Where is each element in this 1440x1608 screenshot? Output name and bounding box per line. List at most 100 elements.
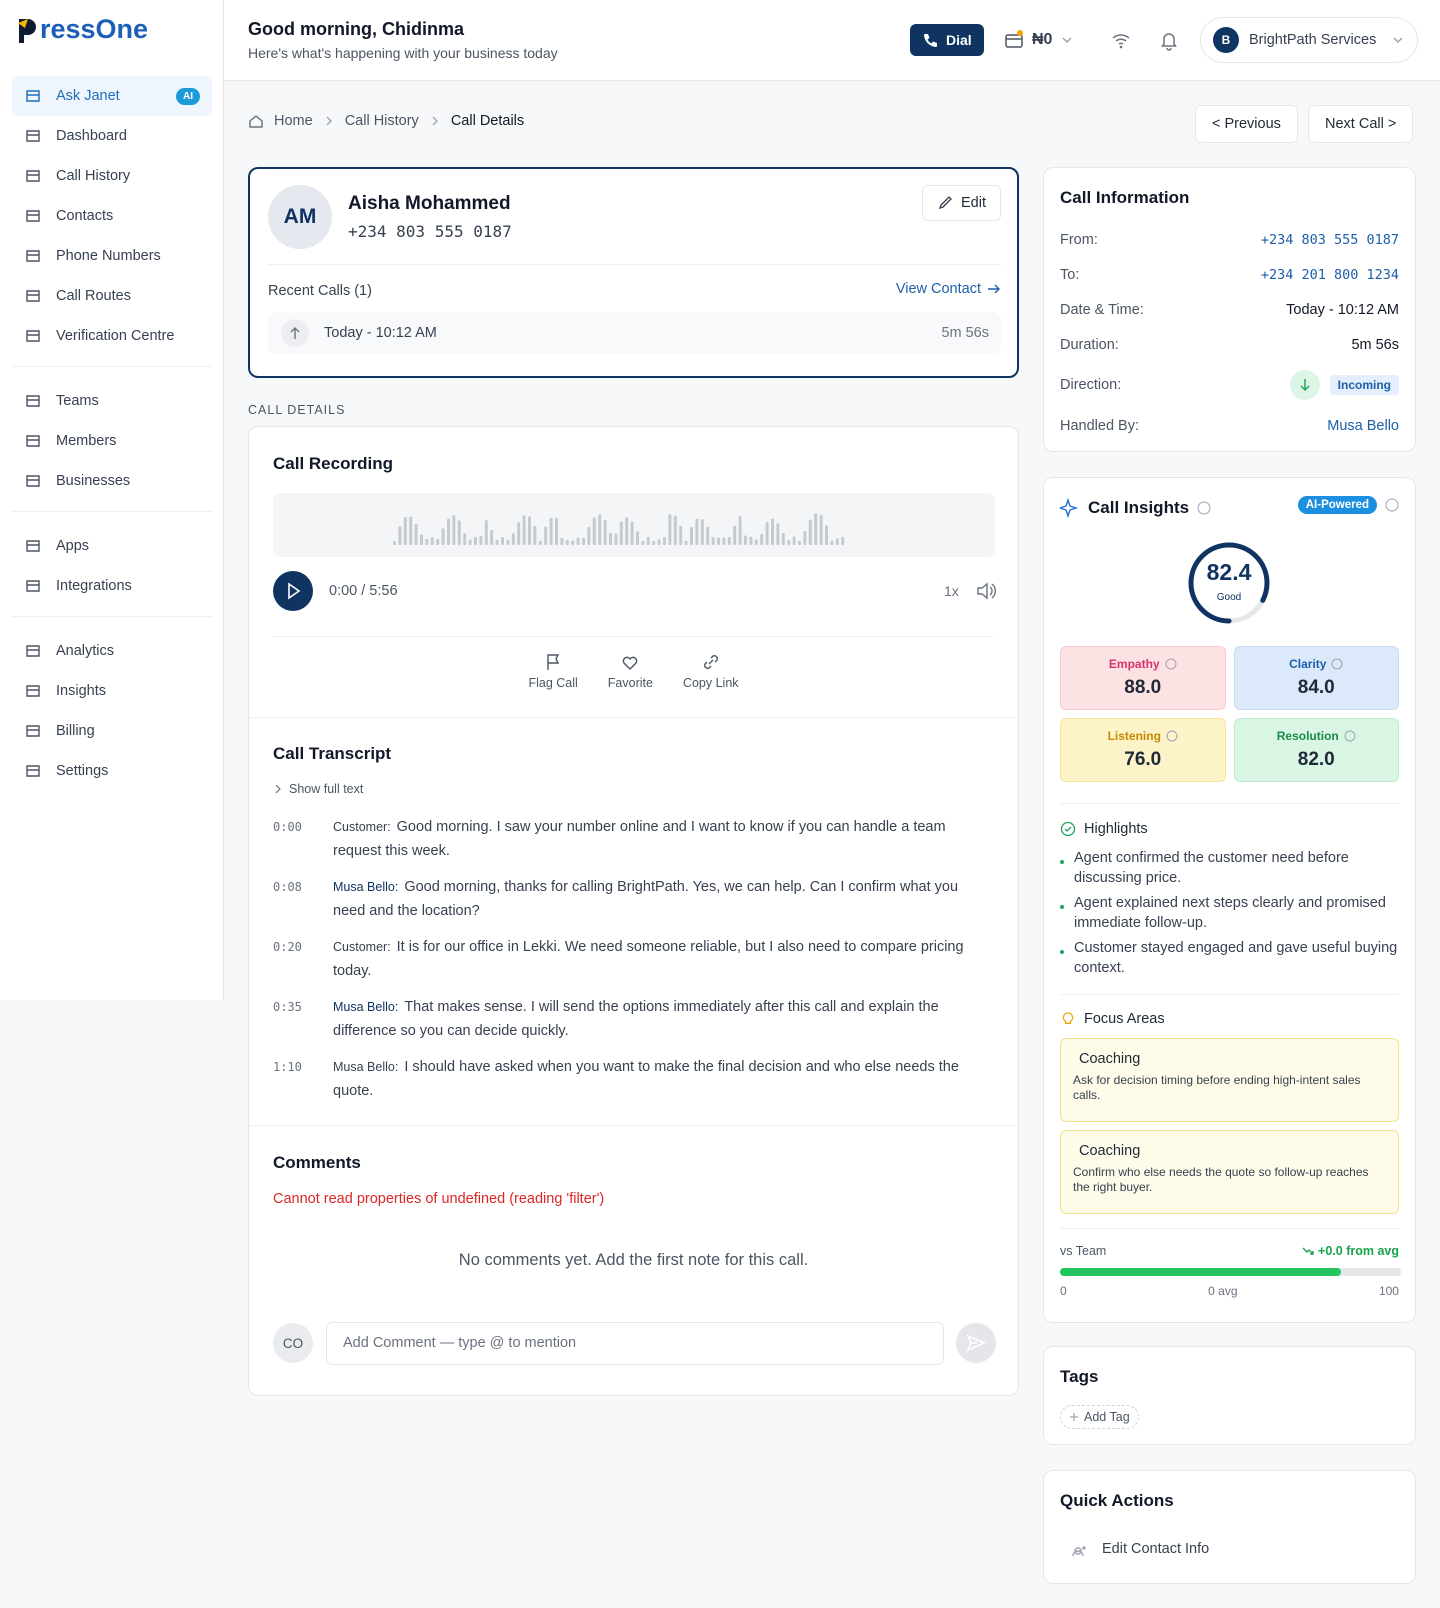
metric-card: Clarity 84.0: [1233, 646, 1399, 710]
help-icon[interactable]: [1344, 730, 1356, 742]
wifi-icon[interactable]: [1110, 29, 1132, 51]
help-icon[interactable]: [1165, 658, 1177, 670]
breadcrumb-separator: [326, 116, 332, 126]
chevron: [275, 784, 281, 794]
waveform-bar: [636, 531, 639, 545]
help-icon[interactable]: [1166, 730, 1178, 742]
greeting: Good morning, Chidinma: [248, 19, 464, 39]
nav-icon: [26, 475, 40, 487]
info-row: Duration: 5m 56s: [1060, 327, 1399, 362]
waveform-bar: [744, 535, 747, 545]
send-button[interactable]: [955, 1322, 997, 1364]
comparison-delta: +0.0 from avg: [1302, 1244, 1399, 1258]
volume-icon[interactable]: [975, 580, 997, 602]
waveform-bar: [441, 528, 445, 545]
dial-button[interactable]: Dial: [910, 24, 984, 56]
icon-shape: [26, 395, 40, 407]
wallet[interactable]: ₦0: [1004, 30, 1074, 50]
action-label: Favorite: [607, 676, 653, 690]
breadcrumb-item[interactable]: Call History: [344, 113, 419, 129]
comparison-bar: [1060, 1268, 1401, 1276]
add-tag-button[interactable]: Add Tag: [1060, 1405, 1139, 1429]
nav-item[interactable]: Phone Numbers: [12, 236, 212, 276]
waveform-bar: [749, 536, 753, 545]
line-speaker: Musa Bello:: [333, 1000, 399, 1014]
waveform-bar: [393, 541, 396, 545]
waveform-bar: [814, 513, 818, 545]
help-icon[interactable]: [1385, 498, 1399, 512]
recent-call-row[interactable]: Today - 10:12 AM 5m 56s: [268, 312, 1001, 354]
help-icon[interactable]: [1331, 658, 1343, 670]
transcript-line: 0:20 Customer: It is for our office in Lek…: [273, 935, 994, 983]
divider: [1060, 803, 1399, 804]
call-details-card: Call Recording 0:00 / 5:56 1x Flag Call F…: [248, 426, 1019, 1396]
wallet-icon: [1005, 30, 1023, 48]
account-switcher[interactable]: B BrightPath Services: [1200, 17, 1418, 63]
bell-icon[interactable]: [1158, 29, 1180, 51]
edit-button[interactable]: Edit: [922, 185, 1001, 221]
recent-call-time: Today - 10:12 AM: [324, 325, 437, 341]
highlight-text: Agent explained next steps clearly and p…: [1074, 895, 1386, 931]
nav-item[interactable]: Contacts: [12, 196, 212, 236]
nav-item[interactable]: Insights: [12, 671, 212, 711]
insights-title: Call Insights: [1088, 498, 1190, 517]
playback-speed[interactable]: 1x: [944, 583, 959, 599]
nav-item[interactable]: Dashboard: [12, 116, 212, 156]
divider: [1060, 1228, 1399, 1229]
nav-item[interactable]: Apps: [12, 526, 212, 566]
nav-item[interactable]: Analytics: [12, 631, 212, 671]
next-button[interactable]: Next Call >: [1308, 105, 1414, 143]
sidebar: ressOne Ask Janet AI Dashboard Call History…: [0, 0, 224, 1000]
waveform-bar: [722, 537, 726, 545]
waveform-bar: [603, 519, 607, 545]
pencil-icon: [938, 196, 952, 210]
line-time: 0:35: [273, 1000, 302, 1014]
help-icon[interactable]: [1197, 501, 1211, 515]
waveform-bar: [717, 537, 720, 545]
nav-item[interactable]: Call History: [12, 156, 212, 196]
nav-item[interactable]: Integrations: [12, 566, 212, 606]
breadcrumb-item[interactable]: Home: [274, 113, 313, 129]
view-contact-link[interactable]: View Contact: [896, 281, 1001, 297]
waveform-bar: [657, 539, 661, 545]
waveform-bar: [517, 522, 521, 545]
line-body: Musa Bello: Good morning, thanks for call…: [333, 875, 994, 923]
direction-badge: Incoming: [1329, 375, 1399, 395]
line-text: Good morning. I saw your number online a…: [333, 819, 946, 859]
focus-header: Focus Areas: [1060, 1011, 1165, 1027]
nav-item[interactable]: Members: [12, 421, 212, 461]
nav-item[interactable]: Call Routes: [12, 276, 212, 316]
action-icon: [547, 654, 560, 670]
nav-item[interactable]: Businesses: [12, 461, 212, 501]
icon-shape: [1331, 658, 1343, 670]
recording-action[interactable]: Flag Call: [528, 652, 578, 690]
waveform-bar: [771, 518, 774, 545]
waveform-bar: [765, 522, 769, 545]
previous-button[interactable]: < Previous: [1195, 105, 1298, 143]
icon-shape: [1165, 658, 1177, 670]
line-time: 0:08: [273, 880, 302, 894]
nav-item[interactable]: Ask Janet AI: [12, 76, 212, 116]
nav-item[interactable]: Settings: [12, 751, 212, 791]
quick-action[interactable]: Edit Contact Info: [1060, 1531, 1399, 1567]
bulb-icon: [1062, 1012, 1074, 1024]
contact-avatar: AM: [268, 185, 332, 249]
nav-item[interactable]: Billing: [12, 711, 212, 751]
waveform-bar: [830, 540, 834, 545]
show-full-text[interactable]: Show full text: [273, 782, 363, 796]
info-row: From: +234 803 555 0187: [1060, 222, 1399, 257]
waveform-bar: [474, 536, 477, 545]
recording-action[interactable]: Favorite: [608, 652, 653, 690]
waveform-bar: [787, 540, 791, 545]
waveform-bar: [630, 521, 634, 545]
metric-name: Resolution: [1276, 729, 1339, 743]
call-info-card: Call Information From: +234 803 555 0187 T…: [1043, 167, 1416, 452]
contact-phone: +234 803 555 0187: [348, 222, 512, 241]
show-full-text-label: Show full text: [289, 782, 364, 796]
recording-action[interactable]: Copy Link: [683, 652, 739, 690]
play-button[interactable]: [273, 571, 313, 611]
nav-item[interactable]: Verification Centre: [12, 316, 212, 356]
nav-item[interactable]: Teams: [12, 381, 212, 421]
comment-input[interactable]: Add Comment — type @ to mention: [326, 1322, 944, 1365]
